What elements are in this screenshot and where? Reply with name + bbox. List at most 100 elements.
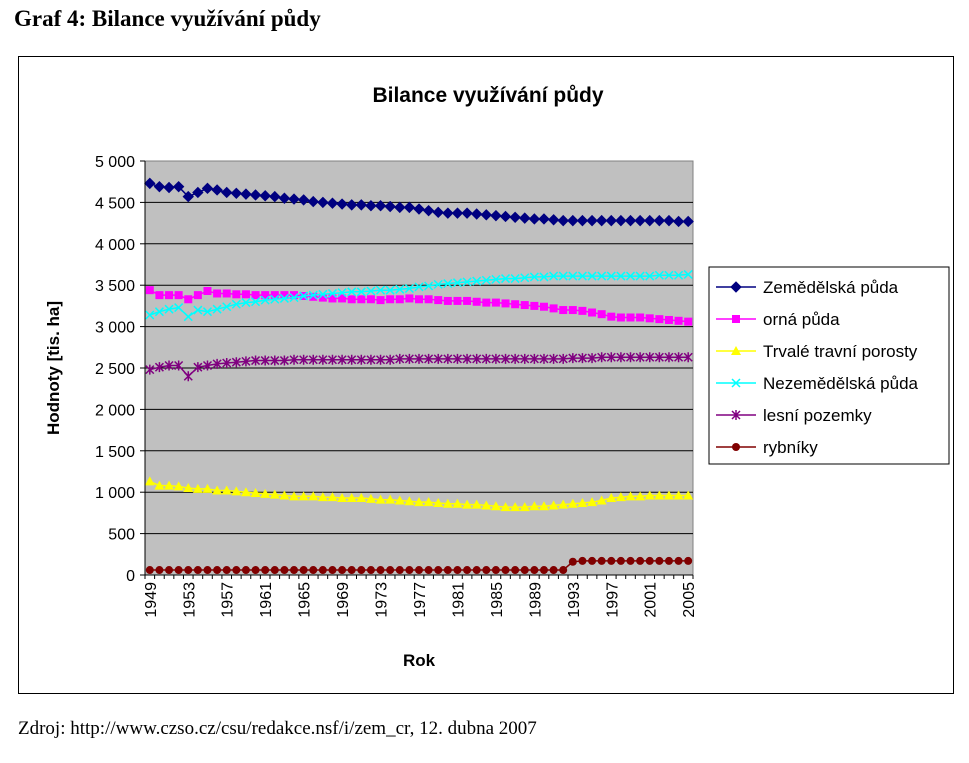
- data-point: [174, 566, 183, 575]
- data-point: [318, 566, 327, 575]
- x-tick-label: 2001: [643, 582, 660, 618]
- data-point: [280, 566, 289, 575]
- legend-label: lesní pozemky: [763, 406, 872, 425]
- data-point: [145, 566, 154, 575]
- legend-label: Trvalé travní porosty: [763, 342, 918, 361]
- data-point: [347, 566, 356, 575]
- data-point: [404, 353, 414, 364]
- data-point: [616, 313, 625, 322]
- data-point: [588, 308, 597, 317]
- data-point: [404, 496, 415, 506]
- data-point: [270, 291, 279, 300]
- data-point: [222, 358, 232, 369]
- data-point: [634, 214, 646, 227]
- data-point: [443, 296, 452, 305]
- data-point: [404, 283, 414, 294]
- data-point: [520, 353, 530, 364]
- data-point: [558, 353, 568, 364]
- data-point: [154, 307, 164, 317]
- data-point: [664, 352, 674, 363]
- data-point: [251, 291, 260, 300]
- data-point: [232, 290, 241, 299]
- legend-item: orná půda: [716, 310, 840, 329]
- data-point: [231, 357, 241, 368]
- data-point: [155, 291, 164, 300]
- data-point: [145, 364, 155, 375]
- data-point: [624, 214, 637, 227]
- data-point: [605, 214, 617, 227]
- data-point: [519, 212, 531, 224]
- data-point: [288, 193, 300, 205]
- data-point: [376, 285, 386, 295]
- data-point: [164, 480, 175, 490]
- legend-marker: [732, 443, 740, 451]
- data-point: [654, 270, 664, 280]
- data-point: [452, 353, 462, 364]
- data-point: [385, 285, 395, 295]
- data-point: [567, 214, 579, 227]
- legend-marker: [731, 378, 741, 388]
- data-point: [625, 352, 636, 363]
- data-point: [664, 556, 673, 565]
- data-point: [230, 187, 243, 199]
- data-point: [279, 355, 289, 366]
- data-point: [510, 274, 520, 284]
- data-point: [376, 566, 385, 575]
- data-point: [549, 566, 558, 575]
- data-point: [547, 214, 560, 226]
- data-point: [674, 316, 683, 325]
- y-tick-label: 4 000: [95, 237, 135, 254]
- data-point: [433, 497, 444, 507]
- series-2: [145, 286, 693, 326]
- data-point: [165, 566, 174, 575]
- data-point: [645, 314, 654, 323]
- data-point: [682, 215, 694, 228]
- data-point: [424, 295, 433, 304]
- data-point: [635, 271, 645, 281]
- data-point: [424, 281, 434, 291]
- data-point: [625, 271, 636, 281]
- data-point: [308, 491, 319, 501]
- data-point: [290, 291, 299, 300]
- data-point: [645, 352, 655, 363]
- data-point: [597, 310, 606, 319]
- data-point: [415, 295, 423, 304]
- data-point: [654, 490, 665, 500]
- data-point: [538, 501, 549, 511]
- data-point: [337, 492, 348, 502]
- data-point: [672, 215, 685, 228]
- data-point: [576, 214, 589, 227]
- data-point: [664, 315, 673, 324]
- data-point: [653, 214, 666, 227]
- data-point: [499, 210, 512, 223]
- data-point: [470, 208, 483, 220]
- x-axis-ticks: 1949 1953 1957 1961 1965 1969 1973 1977 1981 1985…: [143, 575, 698, 618]
- data-point: [548, 500, 559, 510]
- data-point: [297, 194, 310, 206]
- data-point: [270, 566, 279, 575]
- data-point: [443, 353, 453, 364]
- data-point: [356, 354, 366, 365]
- data-point: [221, 485, 232, 495]
- data-point: [184, 566, 193, 575]
- data-point: [528, 213, 541, 225]
- data-point: [481, 353, 491, 364]
- data-point: [597, 556, 606, 565]
- data-point: [347, 287, 357, 297]
- x-tick-label: 1965: [297, 582, 314, 618]
- data-point: [375, 494, 386, 504]
- data-point: [424, 566, 433, 575]
- y-tick-label: 1 500: [95, 444, 135, 461]
- data-point: [405, 294, 414, 303]
- data-point: [366, 354, 376, 365]
- data-point: [289, 354, 299, 365]
- data-point: [587, 271, 597, 281]
- data-point: [355, 199, 368, 211]
- data-point: [538, 213, 550, 225]
- data-point: [298, 491, 309, 501]
- data-point: [645, 556, 654, 565]
- data-point: [289, 293, 299, 303]
- data-point: [145, 286, 154, 295]
- data-point: [443, 566, 452, 575]
